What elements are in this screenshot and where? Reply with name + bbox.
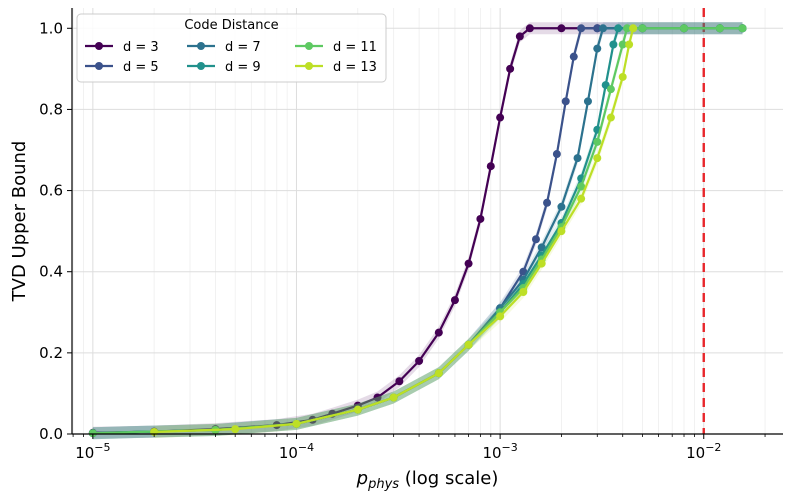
legend-item-2: d = 5 bbox=[85, 60, 159, 75]
x-tick-label: 10−5 bbox=[75, 441, 110, 462]
x-tick-label: 10−3 bbox=[482, 441, 517, 462]
legend-swatch-marker bbox=[197, 42, 205, 50]
data-point bbox=[537, 259, 546, 268]
legend-item-5: d = 11 bbox=[295, 40, 377, 55]
data-point bbox=[680, 24, 689, 33]
legend-label: d = 9 bbox=[225, 60, 261, 75]
data-point bbox=[515, 32, 524, 41]
data-point bbox=[395, 377, 404, 386]
data-point bbox=[593, 44, 602, 53]
series-3 bbox=[88, 22, 747, 440]
legend-label: d = 7 bbox=[225, 40, 261, 55]
legend-label: d = 3 bbox=[123, 40, 159, 55]
data-point bbox=[552, 150, 561, 159]
series-4 bbox=[88, 22, 747, 440]
y-tick-label: 0.2 bbox=[39, 344, 63, 362]
data-point bbox=[353, 405, 362, 414]
data-point bbox=[623, 24, 632, 33]
legend-item-6: d = 13 bbox=[295, 60, 377, 75]
x-axis-label: pphys (log scale) bbox=[356, 468, 499, 492]
data-point bbox=[496, 113, 505, 122]
data-point bbox=[573, 154, 582, 163]
data-point bbox=[537, 243, 546, 252]
data-point bbox=[506, 64, 515, 73]
data-point bbox=[464, 340, 473, 349]
legend-item-1: d = 3 bbox=[85, 40, 159, 55]
legend: Code Distance d = 3 d = 5 d = 7 d = 9 d = 11 d… bbox=[76, 13, 387, 83]
data-point bbox=[614, 24, 623, 33]
data-point bbox=[531, 235, 540, 244]
data-point bbox=[561, 97, 570, 106]
legend-label: d = 5 bbox=[123, 60, 159, 75]
data-point bbox=[593, 24, 602, 33]
data-point bbox=[625, 40, 634, 49]
legend-label: d = 13 bbox=[333, 60, 377, 75]
axes: 10−5 10−4 10−3 10−2 0.0 0.2 0.4 0.6 0.8 1.0 pphys … bbox=[9, 8, 783, 492]
data-point bbox=[569, 52, 578, 61]
y-tick-label: 0.8 bbox=[39, 100, 63, 118]
data-point bbox=[629, 24, 638, 33]
data-point bbox=[373, 393, 382, 402]
data-point bbox=[450, 296, 459, 305]
series-6 bbox=[150, 22, 638, 438]
data-point bbox=[577, 194, 586, 203]
series-1 bbox=[88, 22, 747, 439]
data-point bbox=[389, 393, 398, 402]
data-point bbox=[618, 72, 627, 81]
data-point bbox=[543, 198, 552, 207]
y-tick-label: 1.0 bbox=[39, 19, 63, 37]
legend-swatch-marker bbox=[305, 62, 313, 70]
data-point bbox=[519, 267, 528, 276]
legend-swatch-marker bbox=[95, 62, 103, 70]
data-point bbox=[609, 40, 618, 49]
data-point bbox=[231, 425, 240, 434]
series-layer bbox=[88, 22, 747, 440]
data-point bbox=[525, 24, 534, 33]
data-point bbox=[557, 227, 566, 236]
data-point bbox=[496, 312, 505, 321]
data-point bbox=[593, 137, 602, 146]
y-tick-label: 0.4 bbox=[39, 263, 63, 281]
data-point bbox=[583, 97, 592, 106]
data-point bbox=[577, 182, 586, 191]
data-point bbox=[434, 369, 443, 378]
data-point bbox=[606, 113, 615, 122]
legend-item-3: d = 7 bbox=[187, 40, 261, 55]
data-point bbox=[434, 328, 443, 337]
data-point bbox=[486, 162, 495, 171]
data-point bbox=[292, 419, 301, 428]
legend-item-4: d = 9 bbox=[187, 60, 261, 75]
data-point bbox=[715, 24, 724, 33]
data-point bbox=[593, 154, 602, 163]
data-point bbox=[598, 24, 607, 33]
data-point bbox=[738, 24, 747, 33]
legend-title: Code Distance bbox=[184, 18, 278, 33]
series-2 bbox=[88, 22, 747, 440]
data-point bbox=[88, 429, 97, 438]
data-point bbox=[618, 40, 627, 49]
data-point bbox=[415, 356, 424, 365]
series-5 bbox=[88, 22, 747, 440]
legend-label: d = 11 bbox=[333, 40, 377, 55]
y-axis-label: TVD Upper Bound bbox=[9, 141, 30, 303]
data-point bbox=[557, 24, 566, 33]
legend-swatch-marker bbox=[305, 42, 313, 50]
data-point bbox=[519, 288, 528, 296]
x-tick-label: 10−2 bbox=[686, 441, 721, 462]
data-point bbox=[638, 24, 647, 33]
data-point bbox=[577, 24, 586, 33]
legend-swatch-marker bbox=[197, 62, 205, 70]
data-point bbox=[476, 214, 485, 223]
data-point bbox=[464, 259, 473, 268]
legend-swatch-marker bbox=[95, 42, 103, 50]
y-tick-label: 0.6 bbox=[39, 182, 63, 200]
data-point bbox=[606, 85, 615, 94]
x-tick-label: 10−4 bbox=[279, 441, 314, 462]
data-point bbox=[557, 202, 566, 211]
y-tick-label: 0.0 bbox=[39, 425, 63, 443]
